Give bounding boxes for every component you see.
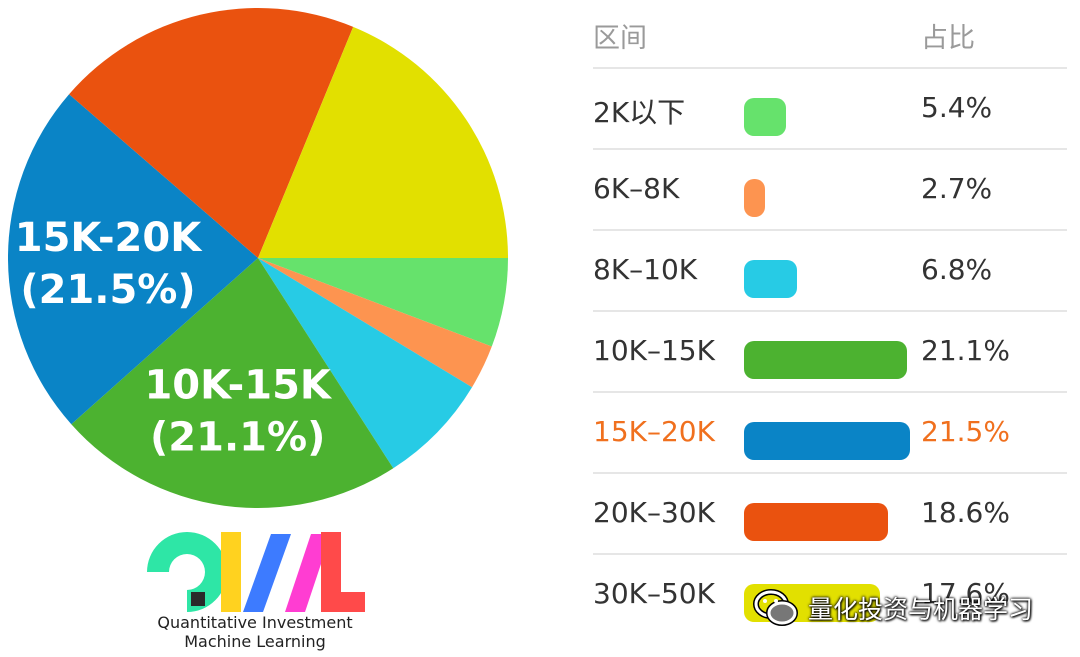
logo-letter-m-right <box>285 534 331 612</box>
row-range-label: 20K–30K <box>593 496 715 529</box>
header-range: 区间 <box>593 23 647 54</box>
pie-slice-30K-50K <box>258 26 508 259</box>
logo-line-2: Machine Learning <box>184 632 326 651</box>
pie-slice-6K-8K <box>258 258 492 388</box>
watermark: 量化投资与机器学习 <box>752 588 1072 628</box>
row-bar <box>744 503 888 541</box>
row-bar <box>744 98 786 136</box>
row-percent: 21.1% <box>921 334 1010 367</box>
table-row: 15K–20K 21.5% <box>593 391 1067 474</box>
distribution-table: 区间 占比 2K以下 5.4% 6K–8K 2.7% 8K–10K 6.8% 10K–15K… <box>593 0 1067 657</box>
table-row: 10K–15K 21.1% <box>593 310 1067 393</box>
row-bar <box>744 341 907 379</box>
logo-letter-i <box>221 532 241 612</box>
row-range-label: 8K–10K <box>593 253 698 286</box>
pie-slice-15K-20K <box>8 94 259 425</box>
row-percent: 2.7% <box>921 172 993 205</box>
row-range-label: 10K–15K <box>593 334 715 367</box>
row-range-label: 30K–50K <box>593 577 715 610</box>
row-bar <box>744 422 910 460</box>
logo-letter-m-left <box>243 534 291 612</box>
table-row: 8K–10K 6.8% <box>593 229 1067 312</box>
row-percent: 5.4% <box>921 91 993 124</box>
pie-label-pct-15K-20K: (21.5%) <box>20 267 195 313</box>
pie-slice-8K-10K <box>258 258 473 469</box>
row-percent: 21.5% <box>921 415 1010 448</box>
pie-slice-2K以下 <box>258 258 508 347</box>
pie-chart: 10K-15K (21.1%) 15K-20K (21.5%) <box>8 7 508 509</box>
row-range-label: 15K–20K <box>593 415 715 448</box>
pie-label-pct-10K-15K: (21.1%) <box>150 415 325 461</box>
pie-slice-20K-30K <box>69 7 354 259</box>
logo-line-1: Quantitative Investment <box>157 613 352 632</box>
table-row: 6K–8K 2.7% <box>593 148 1067 231</box>
header-share: 占比 <box>921 23 975 54</box>
pie-label-15K-20K: 15K-20K <box>15 215 203 261</box>
row-percent: 6.8% <box>921 253 993 286</box>
logo-letter-l-foot <box>321 592 365 612</box>
wechat-icon <box>753 589 798 626</box>
row-bar <box>744 260 797 298</box>
row-bar <box>744 179 765 217</box>
table-row: 20K–30K 18.6% <box>593 472 1067 555</box>
pie-label-10K-15K: 10K-15K <box>144 363 332 409</box>
row-percent: 18.6% <box>921 496 1010 529</box>
logo-dot <box>191 592 205 606</box>
pie-slice-10K-15K <box>71 258 394 509</box>
logo-letter-q <box>147 532 227 612</box>
row-range-label: 2K以下 <box>593 96 686 129</box>
qiml-logo: Quantitative Investment Machine Learning <box>147 532 365 651</box>
row-percent: 17.6% <box>921 577 1010 610</box>
row-range-label: 6K–8K <box>593 172 680 205</box>
table-row: 2K以下 5.4% <box>593 67 1067 150</box>
watermark-text: 量化投资与机器学习 <box>808 595 1034 624</box>
